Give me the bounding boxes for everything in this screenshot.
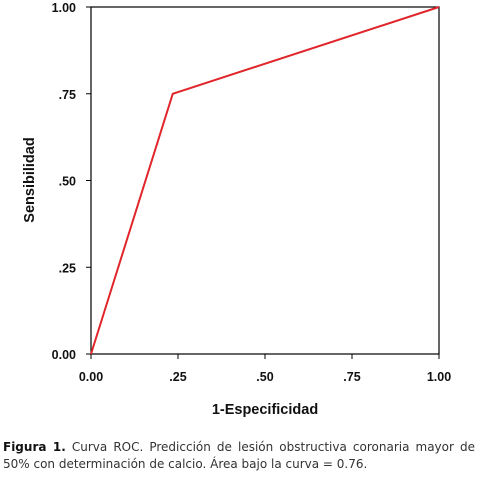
- y-tick-label: .25: [59, 261, 76, 275]
- x-tick-label: .25: [169, 370, 186, 384]
- y-axis: 0.00 .25 .50 .75 1.00: [52, 1, 91, 362]
- y-axis-title: Sensibilidad: [22, 137, 38, 222]
- x-tick-label: .50: [256, 370, 273, 384]
- x-axis-title: 1-Especificidad: [212, 402, 318, 418]
- plot-area: [90, 6, 440, 355]
- figure-caption: Figura 1. Curva ROC. Predicción de lesió…: [3, 439, 475, 473]
- y-tick-label: 0.00: [52, 348, 76, 362]
- caption-label: Figura 1.: [3, 440, 66, 454]
- roc-curve-line: [90, 6, 440, 355]
- x-tick-label: 1.00: [427, 370, 451, 384]
- y-tick-label: .50: [59, 175, 76, 189]
- roc-chart: 0.00 .25 .50 .75 1.00 0.00 .25 .50 .75 1.00 1-Es…: [22, 1, 451, 418]
- y-tick-label: .75: [59, 88, 76, 102]
- y-tick-label: 1.00: [52, 1, 76, 15]
- x-axis: 0.00 .25 .50 .75 1.00: [79, 354, 451, 384]
- caption-text: Curva ROC. Predicción de lesión obstruct…: [3, 440, 475, 471]
- x-tick-label: .75: [343, 370, 360, 384]
- x-tick-label: 0.00: [79, 370, 103, 384]
